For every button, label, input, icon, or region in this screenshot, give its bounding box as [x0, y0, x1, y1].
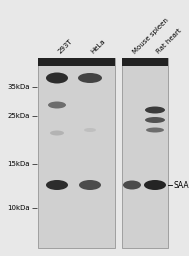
Ellipse shape — [50, 131, 64, 135]
Text: Mouse spleen: Mouse spleen — [132, 17, 170, 55]
Bar — [122, 58, 168, 66]
Text: 15kDa: 15kDa — [8, 161, 30, 167]
Ellipse shape — [46, 180, 68, 190]
Ellipse shape — [146, 127, 164, 133]
Bar — [38, 58, 115, 248]
Bar — [38, 58, 115, 66]
Text: 10kDa: 10kDa — [7, 205, 30, 211]
Ellipse shape — [144, 180, 166, 190]
Ellipse shape — [123, 180, 141, 189]
Ellipse shape — [84, 128, 96, 132]
Ellipse shape — [78, 73, 102, 83]
Ellipse shape — [48, 101, 66, 109]
Text: HeLa: HeLa — [90, 38, 107, 55]
Bar — [122, 58, 168, 248]
Ellipse shape — [145, 106, 165, 113]
Ellipse shape — [79, 180, 101, 190]
Ellipse shape — [145, 117, 165, 123]
Text: 25kDa: 25kDa — [8, 113, 30, 119]
Text: SAA4: SAA4 — [174, 180, 189, 189]
Text: 35kDa: 35kDa — [8, 84, 30, 90]
Ellipse shape — [46, 72, 68, 83]
Text: Rat heart: Rat heart — [155, 28, 182, 55]
Text: 293T: 293T — [57, 38, 74, 55]
